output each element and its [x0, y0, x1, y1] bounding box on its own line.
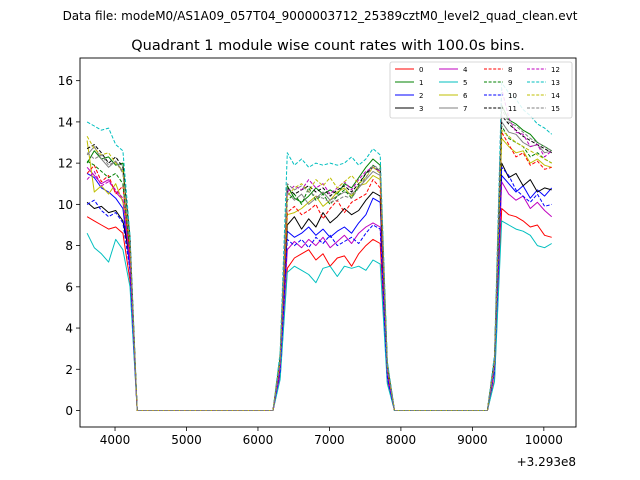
chart-title: Quadrant 1 module wise count rates with … [131, 38, 525, 54]
y-axis: 0 2 4 6 8 10 12 14 16 [58, 74, 80, 418]
series-line-14 [86, 129, 552, 411]
legend-label-6: 6 [463, 92, 468, 100]
x-tick-label: 8000 [386, 433, 417, 447]
legend-label-5: 5 [463, 79, 467, 87]
series-line-2 [86, 172, 553, 411]
series-line-8 [86, 131, 552, 411]
series-line-4 [86, 166, 553, 411]
x-tick-label: 5000 [171, 433, 202, 447]
legend-frame [389, 61, 573, 119]
x-tick-label: 10000 [525, 433, 563, 447]
legend-label-2: 2 [419, 92, 423, 100]
series-line-15 [86, 109, 552, 411]
y-tick-label: 12 [58, 157, 73, 171]
y-tick-label: 6 [65, 280, 73, 294]
data-file-suptitle: Data file: modeM0/AS1A09_057T04_90000037… [63, 9, 578, 23]
x-tick-label: 9000 [457, 433, 488, 447]
series-line-6 [86, 137, 552, 411]
legend-label-3: 3 [419, 105, 423, 113]
y-tick-label: 0 [65, 404, 73, 418]
legend-label-13: 13 [551, 79, 560, 87]
series-line-0 [86, 208, 552, 411]
y-tick-label: 10 [58, 198, 73, 212]
legend-label-12: 12 [551, 66, 560, 74]
legend-label-1: 1 [419, 79, 423, 87]
legend-label-10: 10 [508, 92, 517, 100]
y-tick-label: 8 [65, 239, 73, 253]
series-line-1 [86, 104, 552, 411]
x-tick-label: 7000 [314, 433, 345, 447]
legend-label-7: 7 [463, 105, 467, 113]
legend-label-11: 11 [508, 105, 517, 113]
series-line-13 [86, 82, 553, 411]
series-line-3 [86, 162, 552, 411]
x-tick-label: 4000 [100, 433, 131, 447]
series-line-10 [86, 166, 552, 411]
plot-frame [79, 57, 577, 428]
plot-area [79, 57, 577, 428]
series-layer [86, 82, 553, 411]
x-axis: 4000 5000 6000 7000 8000 9000 10000 [100, 427, 563, 447]
series-line-7 [86, 121, 552, 411]
series-line-9 [86, 125, 552, 411]
legend-label-8: 8 [508, 66, 512, 74]
legend-label-14: 14 [551, 92, 560, 100]
y-tick-label: 14 [58, 115, 73, 129]
y-tick-label: 2 [65, 363, 73, 377]
legend-label-0: 0 [419, 66, 423, 74]
y-tick-label: 16 [58, 74, 73, 88]
series-line-5 [86, 220, 552, 411]
y-tick-label: 4 [65, 322, 73, 336]
series-line-12 [86, 88, 553, 411]
legend-label-9: 9 [508, 79, 512, 87]
x-tick-label: 6000 [243, 433, 274, 447]
legend-label-4: 4 [463, 66, 468, 74]
x-offset-label: +3.293e8 [517, 455, 576, 469]
legend-label-15: 15 [551, 105, 560, 113]
series-line-11 [86, 115, 552, 411]
